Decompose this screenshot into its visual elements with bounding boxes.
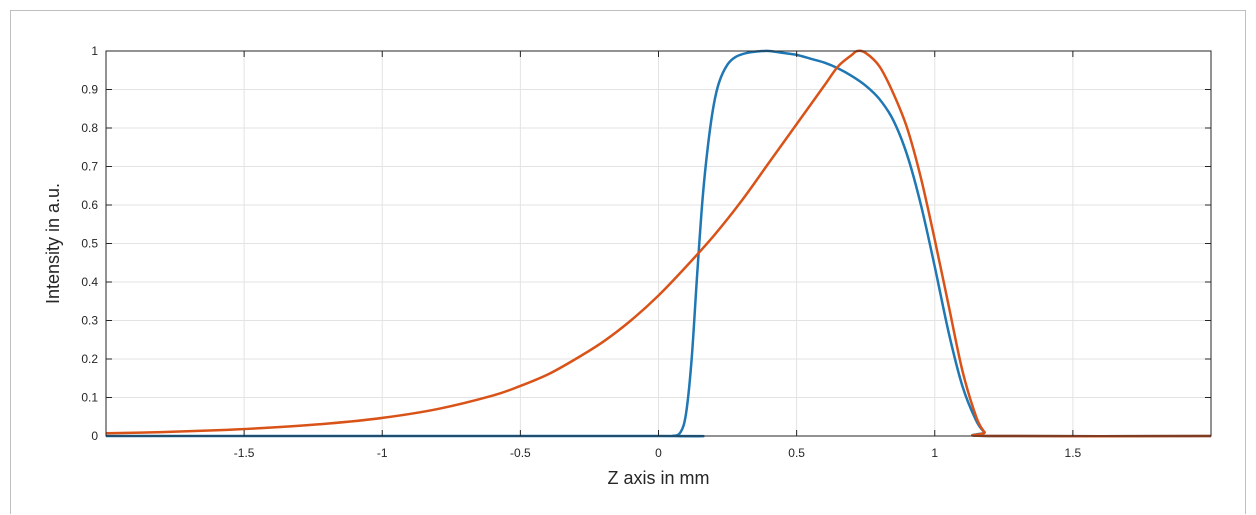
x-tick-label: -0.5 bbox=[510, 446, 531, 460]
y-tick-label: 1 bbox=[91, 44, 98, 58]
series-lines bbox=[105, 49, 1212, 438]
figure-frame: -1.5 -1 -0.5 0 0.5 1 1.5 0 0.1 0.2 0.3 0.4 0.5 0.6 0.7… bbox=[10, 10, 1246, 514]
x-tick-label: 0 bbox=[655, 446, 662, 460]
x-tick-label: -1.5 bbox=[234, 446, 255, 460]
line-chart: -1.5 -1 -0.5 0 0.5 1 1.5 0 0.1 0.2 0.3 0.4 0.5 0.6 0.7… bbox=[43, 44, 1212, 488]
y-tick-label: 0.1 bbox=[81, 391, 98, 405]
x-tick-label: 1 bbox=[931, 446, 938, 460]
y-tick-label: 0.5 bbox=[81, 237, 98, 251]
y-tick-label: 0.4 bbox=[81, 275, 98, 289]
tick-marks bbox=[106, 50, 1211, 437]
series-line-orange bbox=[105, 49, 1212, 438]
x-axis-label: Z axis in mm bbox=[607, 468, 709, 488]
y-tick-label: 0.3 bbox=[81, 314, 98, 328]
y-tick-label: 0.9 bbox=[81, 83, 98, 97]
y-tick-label: 0.8 bbox=[81, 121, 98, 135]
x-tick-label: 1.5 bbox=[1065, 446, 1082, 460]
y-tick-label: 0 bbox=[91, 429, 98, 443]
x-tick-label: 0.5 bbox=[788, 446, 805, 460]
grid-lines bbox=[106, 51, 1211, 436]
tick-labels: -1.5 -1 -0.5 0 0.5 1 1.5 0 0.1 0.2 0.3 0.4 0.5 0.6 0.7… bbox=[81, 44, 1081, 460]
y-tick-label: 0.2 bbox=[81, 352, 98, 366]
y-axis-label: Intensity in a.u. bbox=[43, 183, 63, 304]
y-tick-label: 0.7 bbox=[81, 160, 98, 174]
x-tick-label: -1 bbox=[377, 446, 388, 460]
y-tick-label: 0.6 bbox=[81, 198, 98, 212]
series-line-blue bbox=[105, 49, 1212, 438]
